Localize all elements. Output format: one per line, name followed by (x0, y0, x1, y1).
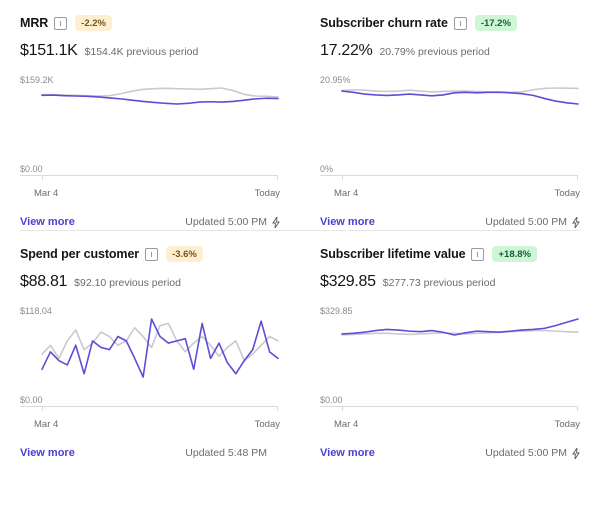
info-icon[interactable] (54, 16, 68, 30)
chart-svg (341, 87, 579, 105)
y-axis-min-label: $0.00 (320, 395, 343, 405)
card-title: Spend per customer (20, 247, 140, 261)
x-axis-tick-left (42, 175, 43, 180)
x-axis-labels: Mar 4 Today (20, 188, 280, 199)
updated-label: Updated 5:00 PM (185, 216, 267, 228)
chart-svg (341, 318, 579, 336)
value-row: $151.1K $154.4K previous period (20, 42, 280, 62)
x-axis-tick-right (277, 406, 278, 411)
x-axis-tick-left (342, 175, 343, 180)
x-axis-label-start: Mar 4 (334, 419, 359, 430)
x-axis-label-end: Today (554, 419, 580, 430)
status-badge: -3.6% (166, 245, 203, 263)
chart-mrr[interactable]: $159.2K $0.00 Mar 4 Today (20, 75, 280, 199)
card-header: Spend per customer -3.6% (20, 245, 280, 263)
metric-previous-value: 20.79% previous period (379, 46, 490, 58)
view-more-link[interactable]: View more (320, 447, 375, 459)
metric-card-subscriber-lifetime-value[interactable]: Subscriber lifetime value +18.8% $329.85… (300, 231, 600, 461)
value-row: $88.81 $92.10 previous period (20, 273, 280, 293)
status-badge: +18.8% (492, 245, 537, 263)
x-axis-label-end: Today (554, 188, 580, 199)
info-icon[interactable] (471, 247, 485, 261)
section-divider (20, 230, 580, 231)
view-more-link[interactable]: View more (320, 216, 375, 228)
chart-subscriber-churn-rate[interactable]: 20.95% 0% Mar 4 Today (320, 75, 580, 199)
metric-value: $88.81 (20, 273, 68, 290)
updated-label: Updated 5:48 PM (185, 447, 267, 459)
info-icon[interactable] (145, 247, 159, 261)
chart-svg (41, 87, 279, 105)
metric-value: $151.1K (20, 42, 78, 59)
metric-card-mrr[interactable]: MRR -2.2% $151.1K $154.4K previous perio… (0, 0, 300, 230)
value-row: $329.85 $277.73 previous period (320, 273, 580, 293)
x-axis-label-start: Mar 4 (34, 188, 59, 199)
x-axis-tick-left (42, 406, 43, 411)
card-footer: View more Updated 5:00 PM (20, 214, 280, 230)
updated-status: Updated 5:00 PM (485, 214, 580, 230)
x-axis-label-end: Today (254, 419, 280, 430)
updated-status: Updated 5:00 PM (185, 214, 280, 230)
chart-subscriber-lifetime-value[interactable]: $329.85 $0.00 Mar 4 Today (320, 306, 580, 430)
chart-svg (41, 318, 279, 378)
status-badge: -2.2% (75, 14, 112, 32)
updated-status: Updated 5:48 PM (185, 447, 280, 459)
info-icon[interactable] (453, 16, 467, 30)
metric-previous-value: $277.73 previous period (382, 277, 496, 289)
card-title: Subscriber lifetime value (320, 247, 466, 261)
y-axis-min-label: 0% (320, 164, 334, 174)
lightning-bolt-icon (572, 445, 580, 461)
y-axis-min-label: $0.00 (20, 164, 43, 174)
x-axis-labels: Mar 4 Today (320, 419, 580, 430)
x-axis-labels: Mar 4 Today (20, 419, 280, 430)
metric-card-subscriber-churn-rate[interactable]: Subscriber churn rate -17.2% 17.22% 20.7… (300, 0, 600, 230)
value-row: 17.22% 20.79% previous period (320, 42, 580, 62)
card-header: Subscriber churn rate -17.2% (320, 14, 580, 32)
x-axis-label-start: Mar 4 (334, 188, 359, 199)
metric-card-spend-per-customer[interactable]: Spend per customer -3.6% $88.81 $92.10 p… (0, 231, 300, 461)
metrics-row-bottom: Spend per customer -3.6% $88.81 $92.10 p… (0, 231, 600, 461)
updated-status: Updated 5:00 PM (485, 445, 580, 461)
x-axis-line (20, 175, 278, 176)
x-axis-tick-left (342, 406, 343, 411)
card-header: MRR -2.2% (20, 14, 280, 32)
card-footer: View more Updated 5:00 PM (320, 214, 580, 230)
metric-value: 17.22% (320, 42, 373, 59)
x-axis-tick-right (577, 406, 578, 411)
view-more-link[interactable]: View more (20, 447, 75, 459)
card-header: Subscriber lifetime value +18.8% (320, 245, 580, 263)
view-more-link[interactable]: View more (20, 216, 75, 228)
x-axis-tick-right (577, 175, 578, 180)
lightning-bolt-icon (572, 214, 580, 230)
x-axis-labels: Mar 4 Today (320, 188, 580, 199)
metric-previous-value: $92.10 previous period (74, 277, 181, 289)
card-title: Subscriber churn rate (320, 16, 448, 30)
y-axis-max-label: $159.2K (20, 75, 54, 85)
lightning-bolt-icon (272, 214, 280, 230)
x-axis-label-start: Mar 4 (34, 419, 59, 430)
metrics-row-top: MRR -2.2% $151.1K $154.4K previous perio… (0, 0, 600, 230)
card-footer: View more Updated 5:00 PM (320, 445, 580, 461)
card-footer: View more Updated 5:48 PM (20, 445, 280, 461)
y-axis-max-label: $329.85 (320, 306, 353, 316)
x-axis-line (320, 406, 578, 407)
y-axis-min-label: $0.00 (20, 395, 43, 405)
y-axis-max-label: $118.04 (20, 306, 52, 316)
y-axis-max-label: 20.95% (320, 75, 351, 85)
chart-spend-per-customer[interactable]: $118.04 $0.00 Mar 4 Today (20, 306, 280, 430)
metric-value: $329.85 (320, 273, 376, 290)
x-axis-line (320, 175, 578, 176)
updated-label: Updated 5:00 PM (485, 216, 567, 228)
card-title: MRR (20, 16, 49, 30)
x-axis-tick-right (277, 175, 278, 180)
status-badge: -17.2% (474, 14, 517, 32)
x-axis-label-end: Today (254, 188, 280, 199)
x-axis-line (20, 406, 278, 407)
metric-previous-value: $154.4K previous period (84, 46, 199, 58)
updated-label: Updated 5:00 PM (485, 447, 567, 459)
